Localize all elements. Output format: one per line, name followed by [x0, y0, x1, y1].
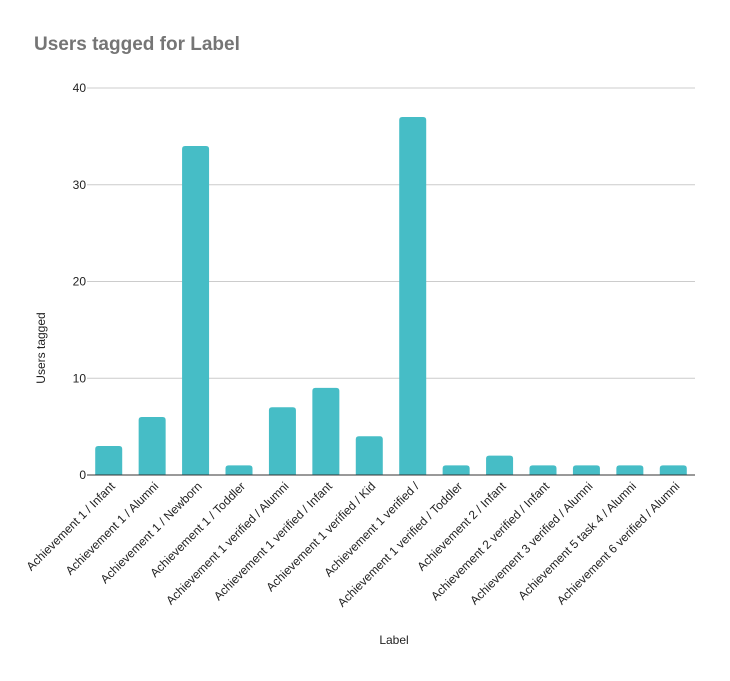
bar [225, 465, 253, 475]
bar [616, 465, 644, 475]
bar [268, 407, 296, 475]
bar [659, 465, 687, 475]
gridlines [87, 87, 695, 379]
bar [95, 445, 123, 475]
y-tick-label: 0 [79, 468, 86, 482]
bar [572, 465, 600, 475]
bar [399, 117, 427, 476]
bars [95, 117, 687, 476]
y-tick-label: 10 [73, 371, 87, 385]
y-tick-label: 20 [73, 275, 87, 289]
y-tick-label: 30 [73, 178, 87, 192]
bar [182, 146, 210, 476]
bar [442, 465, 470, 475]
bar [312, 387, 340, 475]
bar [486, 455, 514, 475]
chart-title: Users tagged for Label [34, 34, 240, 55]
y-axis-ticks: 0 10 20 30 40 [73, 81, 87, 482]
bar [138, 416, 166, 475]
bar [355, 436, 383, 475]
bar [529, 465, 557, 475]
y-axis-title: Users tagged [34, 312, 48, 383]
y-tick-label: 40 [73, 81, 87, 95]
x-axis-title: Label [379, 633, 408, 647]
